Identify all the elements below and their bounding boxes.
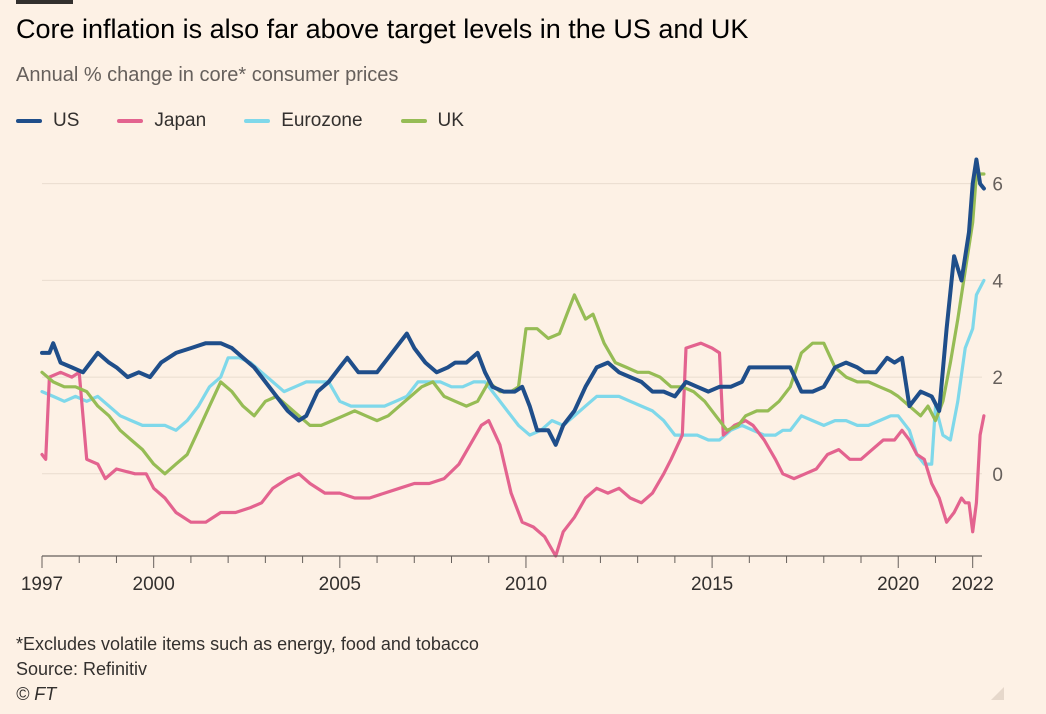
legend-label-uk: UK [437, 110, 464, 131]
series-line-us [40, 157, 986, 447]
x-tick-label: 2000 [133, 574, 175, 595]
chart-subtitle: Annual % change in core* consumer prices [16, 64, 399, 86]
y-tick-label: 6 [992, 175, 1003, 196]
x-tick-label: 2022 [952, 574, 994, 595]
y-tick-label: 2 [992, 368, 1003, 389]
chart-title: Core inflation is also far above target … [16, 14, 749, 44]
x-tick-label: 2020 [877, 574, 919, 595]
y-tick-label: 4 [992, 271, 1003, 292]
legend-item-japan: Japan [117, 110, 206, 132]
source-note: Source: Refinitiv [16, 659, 148, 679]
top-accent-bar [16, 0, 73, 4]
line-chart: 0 2 4 6 1997 2000 2005 2010 2015 2020 2022 [21, 157, 1004, 595]
legend-item-uk: UK [400, 110, 464, 132]
series-line-uk [40, 172, 986, 476]
axis-layer: 0 2 4 6 1997 2000 2005 2010 2015 2020 2022 [21, 175, 1004, 595]
x-tick-label: 2005 [319, 574, 361, 595]
legend-swatch-eurozone [244, 119, 271, 123]
x-tick-label: 1997 [21, 574, 63, 595]
footnote: *Excludes volatile items such as energy,… [16, 634, 479, 654]
x-tick-label: 2010 [505, 574, 547, 595]
legend-swatch-japan [117, 119, 144, 123]
legend-item-eurozone: Eurozone [244, 110, 363, 132]
x-tick-label: 2015 [691, 574, 733, 595]
series-line-japan [40, 341, 986, 558]
legend: US Japan Eurozone UK [16, 108, 502, 134]
ft-credit: © FT [16, 684, 57, 704]
series-layer [40, 157, 986, 558]
legend-label-japan: Japan [154, 110, 207, 131]
grid-layer [42, 183, 982, 475]
legend-item-us: US [16, 110, 79, 132]
legend-label-us: US [53, 110, 80, 131]
y-tick-label: 0 [992, 465, 1003, 486]
resize-handle-icon[interactable] [991, 687, 1004, 700]
legend-swatch-uk [400, 119, 427, 123]
legend-label-eurozone: Eurozone [281, 110, 363, 131]
legend-swatch-us [16, 119, 42, 123]
